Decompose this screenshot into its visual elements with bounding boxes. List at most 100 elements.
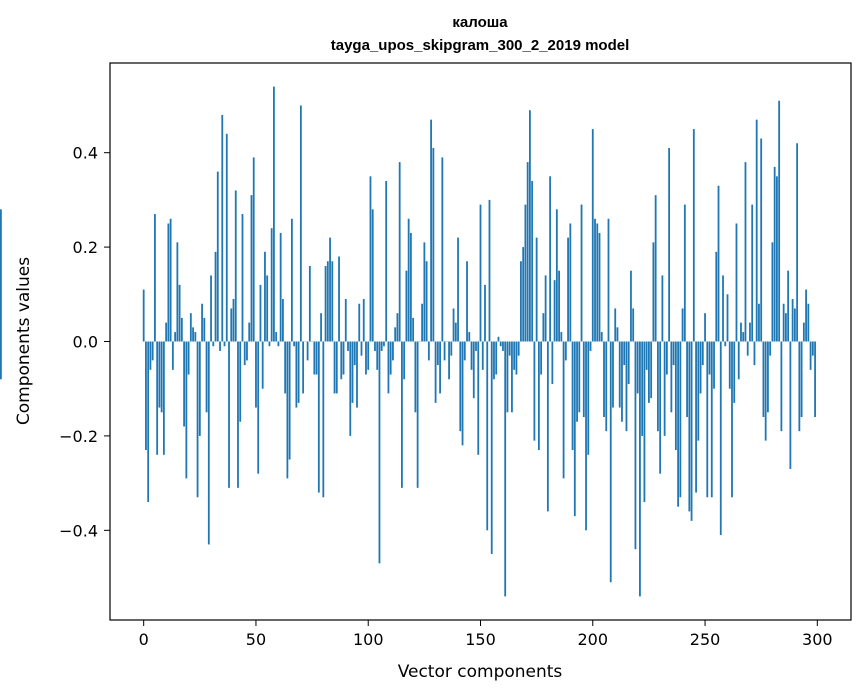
bar <box>722 275 724 342</box>
bar <box>811 341 814 356</box>
bar <box>389 341 392 375</box>
x-axis-label: Vector components <box>398 662 563 682</box>
bar <box>699 341 702 394</box>
bar <box>695 341 697 493</box>
bar <box>156 341 159 455</box>
bar <box>488 199 491 342</box>
bar <box>450 341 453 356</box>
bar <box>522 247 525 342</box>
bar <box>580 204 583 342</box>
bar <box>701 341 704 366</box>
bar <box>537 341 540 451</box>
bar <box>145 341 147 451</box>
bar <box>232 299 235 342</box>
bar <box>733 341 736 403</box>
bar <box>347 341 349 351</box>
bar <box>315 341 318 375</box>
bar <box>589 341 592 351</box>
bar <box>809 341 812 370</box>
bar <box>641 341 644 436</box>
bar <box>394 327 397 342</box>
bar <box>511 341 513 413</box>
bar <box>284 341 287 394</box>
bar <box>564 341 567 361</box>
bar <box>344 299 347 342</box>
bar <box>639 341 641 597</box>
bar <box>800 341 803 418</box>
bar <box>782 303 785 342</box>
bar <box>234 190 237 342</box>
bar <box>634 341 637 550</box>
bar <box>367 341 370 370</box>
bar <box>594 218 596 342</box>
bar <box>585 341 587 531</box>
bar <box>656 341 659 432</box>
bar <box>740 322 742 342</box>
bar <box>365 341 367 375</box>
bar <box>0 341 2 380</box>
bar <box>210 275 212 342</box>
bar <box>717 185 720 342</box>
x-tick-label: 0 <box>139 630 149 649</box>
bar <box>688 341 691 512</box>
bar <box>203 317 206 342</box>
bar <box>751 204 754 342</box>
bar <box>542 313 545 342</box>
bar <box>279 232 282 342</box>
bar <box>374 341 376 351</box>
x-tick-label: 100 <box>353 630 384 649</box>
bar <box>551 341 554 384</box>
bar <box>493 341 495 380</box>
bar <box>409 232 412 342</box>
bar <box>342 341 345 375</box>
bar <box>468 332 471 342</box>
bar <box>814 341 816 418</box>
bar <box>661 275 664 342</box>
bar <box>219 341 221 351</box>
bar <box>630 270 632 342</box>
bar <box>600 332 603 342</box>
bar <box>546 341 549 512</box>
chart-subtitle: tayga_upos_skipgram_300_2_2019 model <box>331 37 630 54</box>
bar <box>385 181 388 342</box>
bar <box>724 341 727 347</box>
bar <box>690 341 693 521</box>
bar <box>225 133 228 342</box>
bar <box>324 265 327 342</box>
bar <box>430 119 432 342</box>
bar <box>266 275 269 342</box>
bar <box>329 237 331 342</box>
bar <box>275 332 278 342</box>
bar <box>398 162 401 342</box>
bar <box>767 341 769 413</box>
y-tick-label: 0.0 <box>73 333 98 352</box>
bar <box>802 322 805 342</box>
bar <box>648 341 650 403</box>
bar <box>598 232 601 342</box>
bar <box>293 341 296 347</box>
bar <box>614 308 617 342</box>
bar <box>762 341 765 418</box>
bar <box>387 341 390 394</box>
bar <box>753 341 756 366</box>
bar <box>560 332 563 342</box>
bar <box>728 341 731 389</box>
bar <box>264 251 266 342</box>
bar <box>668 147 671 342</box>
bar <box>358 303 361 342</box>
bar <box>436 341 439 366</box>
bar <box>317 341 320 493</box>
bar <box>223 341 226 347</box>
y-tick-label: 0.2 <box>73 238 98 257</box>
bar <box>744 162 747 342</box>
bar <box>758 303 760 342</box>
bar <box>425 261 428 342</box>
bar <box>142 289 145 342</box>
bar <box>295 341 298 408</box>
bar <box>198 341 201 436</box>
bar <box>241 214 244 342</box>
bar <box>273 86 275 342</box>
y-tick-label: −0.2 <box>59 427 98 446</box>
bar <box>380 341 383 351</box>
